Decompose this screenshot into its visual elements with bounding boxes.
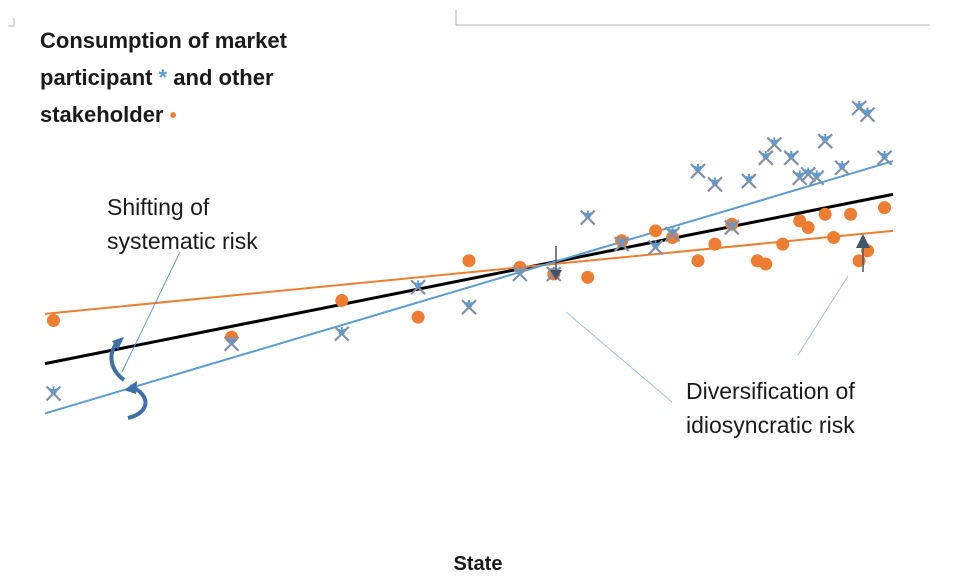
stakeholder-point [462,254,476,268]
title-line-2-suffix: and other [173,65,274,90]
market-participant-point: * [859,105,876,127]
market-participant-point: * [766,135,783,157]
stakeholder-point [649,224,663,238]
market-participant-point: * [741,171,757,193]
svg-text:*: * [864,105,872,127]
svg-text:*: * [881,148,889,170]
arrow-down-head-icon [550,270,562,280]
stakeholder-point [759,257,773,271]
market-participant-point: * [707,174,723,196]
svg-text:*: * [465,297,473,319]
market-participant-point: * [783,148,800,170]
title-line-2-prefix: participant [40,65,153,90]
title-line-3-prefix: stakeholder [40,102,164,127]
svg-text:*: * [652,237,660,259]
x-axis-label: State [453,553,503,575]
stakeholder-point [818,207,832,221]
annotation-systematic-risk: Shifting of systematic risk [107,190,307,258]
svg-text:*: * [762,148,770,170]
chart-title: Consumption of market participant * and … [40,22,380,135]
stakeholder-point [708,237,722,251]
leader-line-idiosyncratic-2 [797,275,849,356]
leader-line-idiosyncratic-1 [565,311,673,403]
market-participant-point: * [800,164,816,186]
svg-text:*: * [516,264,524,286]
annotation-systematic-line-1: Shifting of [107,194,210,220]
market-participant-point: * [808,168,825,190]
svg-text:*: * [838,158,846,180]
arrow-up-head-icon [856,234,870,248]
annotation-idiosyncratic-line-2: idiosyncratic risk [686,412,855,438]
stakeholder-point [335,294,349,308]
market-participant-point: * [45,384,62,406]
market-participant-point: * [461,297,477,319]
market-participant-point: * [410,277,426,299]
market-participant-point: * [851,98,867,120]
stakeholder-point [666,230,680,244]
stakeholder-point [801,221,815,235]
annotation-systematic-line-2: systematic risk [107,228,258,254]
stakeholder-point [878,201,892,215]
market-participant-point: * [876,148,893,170]
title-line-1: Consumption of market [40,28,287,53]
market-participant-point: * [834,158,850,180]
market-participant-point: * [613,234,630,256]
stakeholder-point [827,230,841,244]
svg-text:*: * [338,324,346,346]
stakeholder-point [725,217,739,231]
market-participant-point: * [758,148,774,170]
svg-text:*: * [855,98,863,120]
svg-text:*: * [804,164,812,186]
stakeholder-fit-line [44,229,894,315]
fit-lines [44,160,894,415]
dot-legend-marker: • [169,105,177,127]
svg-text:*: * [813,168,821,190]
svg-text:*: * [796,168,804,190]
stakeholder-points [46,201,892,344]
aggregate-line [44,192,894,366]
svg-text:*: * [770,135,778,157]
stakeholder-point [691,254,705,268]
annotation-idiosyncratic-risk: Diversification of idiosyncratic risk [686,374,916,442]
star-legend-marker: * [158,65,168,90]
market-participant-point: * [724,218,740,240]
stakeholder-point [411,310,425,324]
market-participant-point: * [817,131,833,153]
market-participant-point: * [512,264,528,286]
curved-arrow-down-head-icon [124,381,137,394]
market-participant-point: * [647,237,664,259]
svg-text:*: * [584,208,592,230]
stakeholder-point [776,237,790,251]
svg-text:*: * [618,234,626,256]
market-participant-point: * [334,324,350,346]
stakeholder-point [46,313,60,327]
stakeholder-point [581,270,595,284]
market-fit-line [44,160,894,415]
market-participant-point: * [690,161,706,183]
market-participant-point: * [664,224,681,246]
svg-text:*: * [745,171,753,193]
stakeholder-point [615,234,629,248]
leader-line-systematic [121,251,181,373]
annotation-idiosyncratic-line-1: Diversification of [686,378,855,404]
svg-text:*: * [694,161,702,183]
svg-text:*: * [787,148,795,170]
svg-text:*: * [821,131,829,153]
svg-text:*: * [50,384,58,406]
svg-text:*: * [669,224,677,246]
market-participant-point: * [579,208,596,230]
svg-text:*: * [414,277,422,299]
curved-arrow-up-head-icon [112,337,124,350]
stakeholder-point [844,207,858,221]
market-participant-point: * [791,168,808,190]
svg-text:*: * [711,174,719,196]
svg-text:*: * [228,334,236,356]
svg-text:*: * [728,218,736,240]
market-participant-point: * [223,334,240,356]
